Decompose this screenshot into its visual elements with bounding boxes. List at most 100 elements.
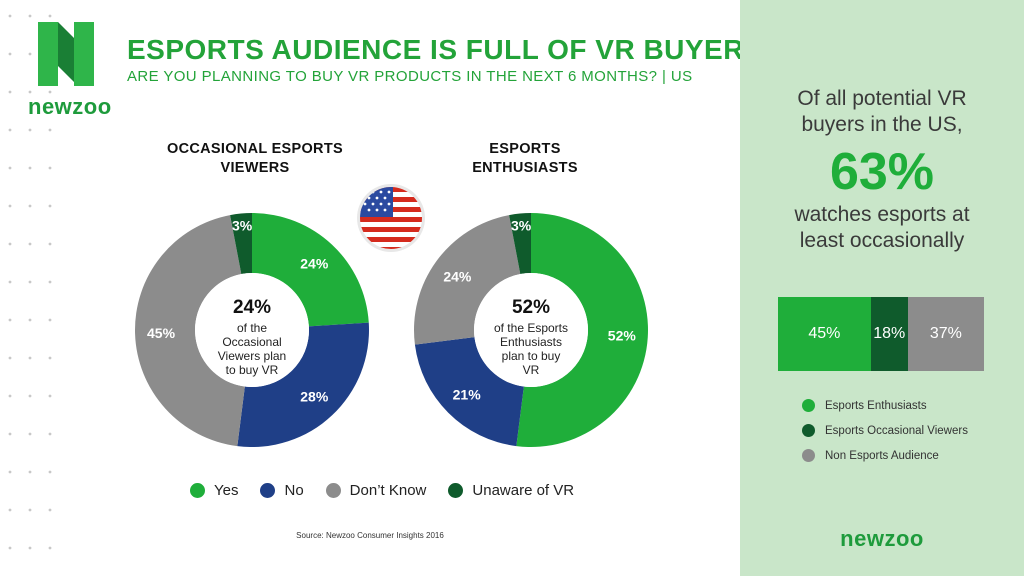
donut-center-caption-line: Enthusiasts xyxy=(500,335,562,349)
page-subtitle: ARE YOU PLANNING TO BUY VR PRODUCTS IN T… xyxy=(127,68,693,85)
legend-label-dont-know: Don’t Know xyxy=(349,481,427,499)
decor-dot xyxy=(8,242,12,246)
chart-title-line: VIEWERS xyxy=(220,160,290,176)
donut-data-label-unaware: 3% xyxy=(511,217,532,233)
decor-dot xyxy=(8,470,12,474)
decor-dot xyxy=(48,90,52,94)
decor-dot xyxy=(8,280,12,284)
bar-segment-label-enthusiasts: 45% xyxy=(808,325,841,342)
decor-dot xyxy=(28,318,32,322)
panel-lead-line-2: buyers in the US, xyxy=(801,113,963,136)
panel-tail-line-1: watches esports at xyxy=(794,203,970,226)
chart-title-line: ESPORTS xyxy=(489,141,561,157)
legend-item-dont-know: Don’t Know xyxy=(325,481,427,499)
decor-dot xyxy=(28,90,32,94)
decor-dot xyxy=(48,508,52,512)
newzoo-footer-logo: newzoo xyxy=(840,526,924,551)
chart-title-enthusiasts: ESPORTS ENTHUSIASTS xyxy=(430,140,620,178)
donut-legend: Yes No Don’t Know Unaware of VR xyxy=(190,480,596,500)
decor-dot xyxy=(48,14,52,18)
decor-dot xyxy=(28,546,32,550)
decor-dot xyxy=(8,318,12,322)
decor-dot xyxy=(28,52,32,56)
source-note: Source: Newzoo Consumer Insights 2016 xyxy=(296,531,444,540)
legend-label-yes: Yes xyxy=(214,481,239,499)
decor-dot xyxy=(8,432,12,436)
legend-label-unaware: Unaware of VR xyxy=(472,481,575,499)
decor-dot xyxy=(28,242,32,246)
donut-slice-dont-know xyxy=(414,215,521,345)
legend-swatch-yes xyxy=(190,482,205,498)
legend-item-unaware: Unaware of VR xyxy=(448,482,574,499)
panel-headline-percent: 63% xyxy=(829,143,935,201)
donut-center xyxy=(474,273,588,387)
decor-dot xyxy=(8,546,12,550)
donut-data-label-yes: 52% xyxy=(608,328,637,344)
bar-legend-label-enthusiasts: Esports Enthusiasts xyxy=(825,399,927,412)
bar-legend-swatch-enthusiasts xyxy=(802,399,815,412)
decor-dot xyxy=(28,14,32,18)
decor-dot xyxy=(48,166,52,170)
donut-data-label-no: 28% xyxy=(300,388,329,404)
legend-item-yes: Yes xyxy=(190,482,238,499)
decor-dot xyxy=(48,394,52,398)
donut-slice-yes xyxy=(252,213,369,327)
decor-dot xyxy=(8,394,12,398)
summary-panel: Of all potential VR buyers in the US, 63… xyxy=(740,0,1024,576)
legend-item-no: No xyxy=(260,481,304,499)
legend-label-no: No xyxy=(284,481,304,499)
decor-dot xyxy=(28,166,32,170)
decor-dot xyxy=(8,52,12,56)
donut-center-caption-line: plan to buy xyxy=(502,349,561,363)
donut-data-label-unaware: 3% xyxy=(232,217,253,233)
decor-dot xyxy=(48,128,52,132)
donut-center-caption-line: VR xyxy=(523,363,540,377)
decor-dot xyxy=(8,204,12,208)
decor-dot xyxy=(48,318,52,322)
donut-slice-no xyxy=(414,337,524,447)
decor-dot xyxy=(8,14,12,18)
decor-dot xyxy=(48,432,52,436)
donut-center-percent: 52% xyxy=(512,297,550,318)
decor-dot xyxy=(28,204,32,208)
bar-legend-item-enthusiasts: Esports Enthusiasts xyxy=(802,393,968,418)
bar-legend-item-non-esports: Non Esports Audience xyxy=(802,443,968,468)
donut-data-label-dont-know: 24% xyxy=(443,269,472,285)
decor-dot xyxy=(8,166,12,170)
bar-segment-label-non-esports: 37% xyxy=(929,325,962,342)
donut-center-caption-line: Occasional xyxy=(222,335,281,349)
bar-legend-item-occasional: Esports Occasional Viewers xyxy=(802,418,968,443)
decor-dot xyxy=(28,432,32,436)
decor-dot xyxy=(48,356,52,360)
bar-legend-swatch-non-esports xyxy=(802,449,815,462)
bar-legend: Esports Enthusiasts Esports Occasional V… xyxy=(802,393,968,468)
legend-swatch-no xyxy=(260,482,276,498)
donut-center-caption-line: Viewers plan xyxy=(218,349,286,363)
decor-dot xyxy=(48,470,52,474)
legend-swatch-unaware xyxy=(448,482,464,498)
donut-slice-dont-know xyxy=(135,215,245,447)
decor-dot xyxy=(28,356,32,360)
donut-slice-unaware xyxy=(509,213,531,275)
donut-chart-esports-enthusiasts: 52% 21% 24% 3% 52% of the EsportsEnthusiastsp… xyxy=(414,213,648,447)
chart-title-line: ENTHUSIASTS xyxy=(472,160,578,176)
decor-dot xyxy=(28,128,32,132)
donut-center-caption-line: to buy VR xyxy=(226,363,279,377)
us-flag-icon xyxy=(357,184,425,252)
bar-segment-label-occasional: 18% xyxy=(873,325,906,342)
decor-dot xyxy=(48,242,52,246)
page-title: ESPORTS AUDIENCE IS FULL OF VR BUYERS xyxy=(127,34,764,65)
decor-dot xyxy=(8,508,12,512)
donut-center-percent: 24% xyxy=(233,297,271,318)
decor-dot xyxy=(8,128,12,132)
newzoo-logo-text: newzoo xyxy=(28,94,112,119)
dot-grid-decoration xyxy=(8,14,52,550)
chart-title-line: OCCASIONAL ESPORTS xyxy=(167,141,343,157)
decor-dot xyxy=(48,204,52,208)
bar-legend-swatch-occasional xyxy=(802,424,815,437)
donut-data-label-dont-know: 45% xyxy=(147,325,176,341)
chart-title-occasional: OCCASIONAL ESPORTS VIEWERS xyxy=(160,140,350,178)
donut-data-label-no: 21% xyxy=(453,386,482,402)
bar-segment-enthusiasts: 45% xyxy=(778,297,871,371)
